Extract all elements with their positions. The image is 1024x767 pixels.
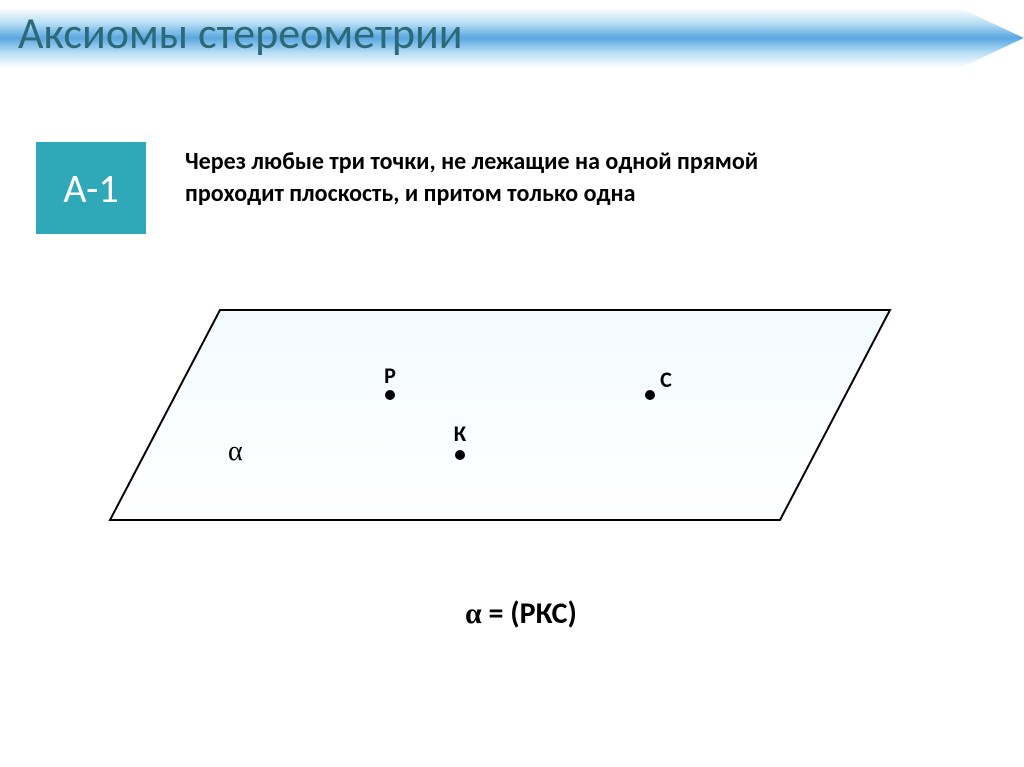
- plane-diagram: α Р С К: [90, 280, 920, 580]
- axiom-badge: А-1: [36, 142, 146, 234]
- plane-shape: [110, 310, 890, 520]
- axiom-line1: Через любые три точки, не лежащие на одн…: [185, 147, 758, 176]
- axiom-text: Через любые три точки, не лежащие на одн…: [185, 146, 975, 211]
- axiom-badge-label: А-1: [63, 164, 118, 213]
- formula-alpha: α: [465, 597, 482, 630]
- plane-diagram-svg: α Р С К: [90, 280, 920, 580]
- axiom-line2: проходит плоскость, и притом только одна: [185, 179, 635, 208]
- point-label-Р: Р: [384, 362, 396, 389]
- point-К: [455, 450, 465, 460]
- formula: α = (РКС): [465, 595, 577, 632]
- point-С: [645, 390, 655, 400]
- title-bar: Аксиомы стереометрии: [0, 0, 1024, 90]
- page-title: Аксиомы стереометрии: [18, 6, 463, 60]
- alpha-label: α: [228, 436, 243, 467]
- formula-rest: = (РКС): [482, 595, 577, 632]
- point-label-К: К: [454, 420, 467, 447]
- point-Р: [385, 390, 395, 400]
- point-label-С: С: [660, 366, 672, 393]
